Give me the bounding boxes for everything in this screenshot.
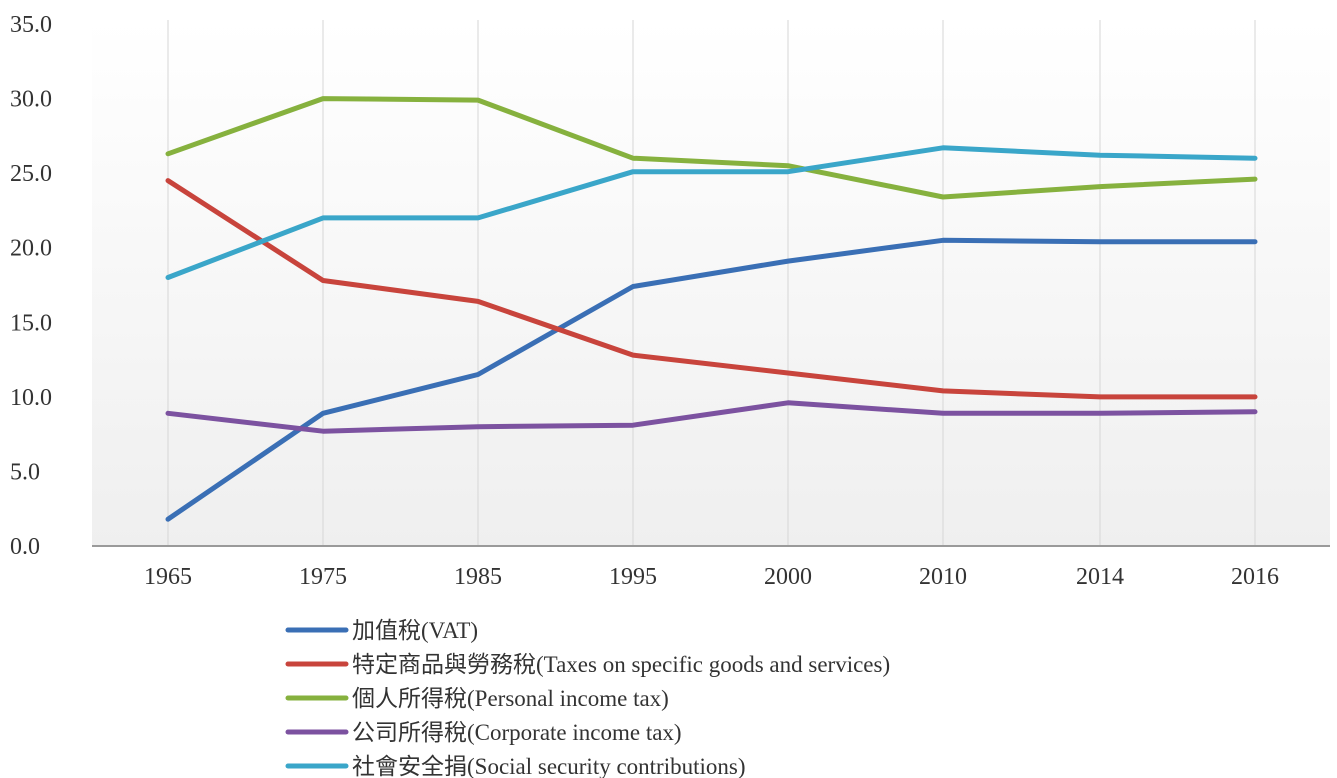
x-tick-label: 1965 xyxy=(144,564,192,590)
legend-label-4: 社會安全捐(Social security contributions) xyxy=(352,754,746,778)
x-tick-label: 1995 xyxy=(609,564,657,590)
x-tick-label: 1975 xyxy=(299,564,347,590)
series-line-3 xyxy=(165,400,1258,434)
y-tick-label: 0.0 xyxy=(10,534,40,560)
series-line-2 xyxy=(165,96,1258,200)
legend-label-2: 個人所得稅(Personal income tax) xyxy=(352,686,669,711)
y-axis-ticks: 0.0 5.0 10.0 15.0 20.0 25.0 30.0 35.0 xyxy=(10,12,52,560)
y-tick-label: 20.0 xyxy=(10,236,52,262)
series-line-0 xyxy=(165,237,1258,522)
series-line-4 xyxy=(165,145,1258,280)
x-tick-label: 1985 xyxy=(454,564,502,590)
x-tick-label: 2016 xyxy=(1231,564,1279,590)
x-tick-label: 2014 xyxy=(1076,564,1124,590)
x-tick-label: 2000 xyxy=(764,564,812,590)
y-tick-label: 15.0 xyxy=(10,310,52,336)
series-line-1 xyxy=(165,178,1258,400)
y-tick-label: 30.0 xyxy=(10,87,52,113)
legend: 加值稅(VAT) 特定商品與勞務稅(Taxes on specific goods… xyxy=(285,618,890,778)
y-tick-label: 5.0 xyxy=(10,459,40,485)
series-lines xyxy=(165,96,1258,522)
x-tick-label: 2010 xyxy=(919,564,967,590)
y-tick-label: 25.0 xyxy=(10,161,52,187)
legend-label-3: 公司所得稅(Corporate income tax) xyxy=(352,720,682,745)
legend-label-1: 特定商品與勞務稅(Taxes on specific goods and ser… xyxy=(352,652,890,677)
plot-background xyxy=(92,20,1330,546)
grid-lines xyxy=(167,20,1256,546)
y-tick-label: 10.0 xyxy=(10,385,52,411)
legend-label-0: 加值稅(VAT) xyxy=(352,618,478,643)
y-tick-label: 35.0 xyxy=(10,12,52,38)
x-axis-ticks: 1965 1975 1985 1995 2000 2010 2014 2016 xyxy=(144,564,1279,590)
